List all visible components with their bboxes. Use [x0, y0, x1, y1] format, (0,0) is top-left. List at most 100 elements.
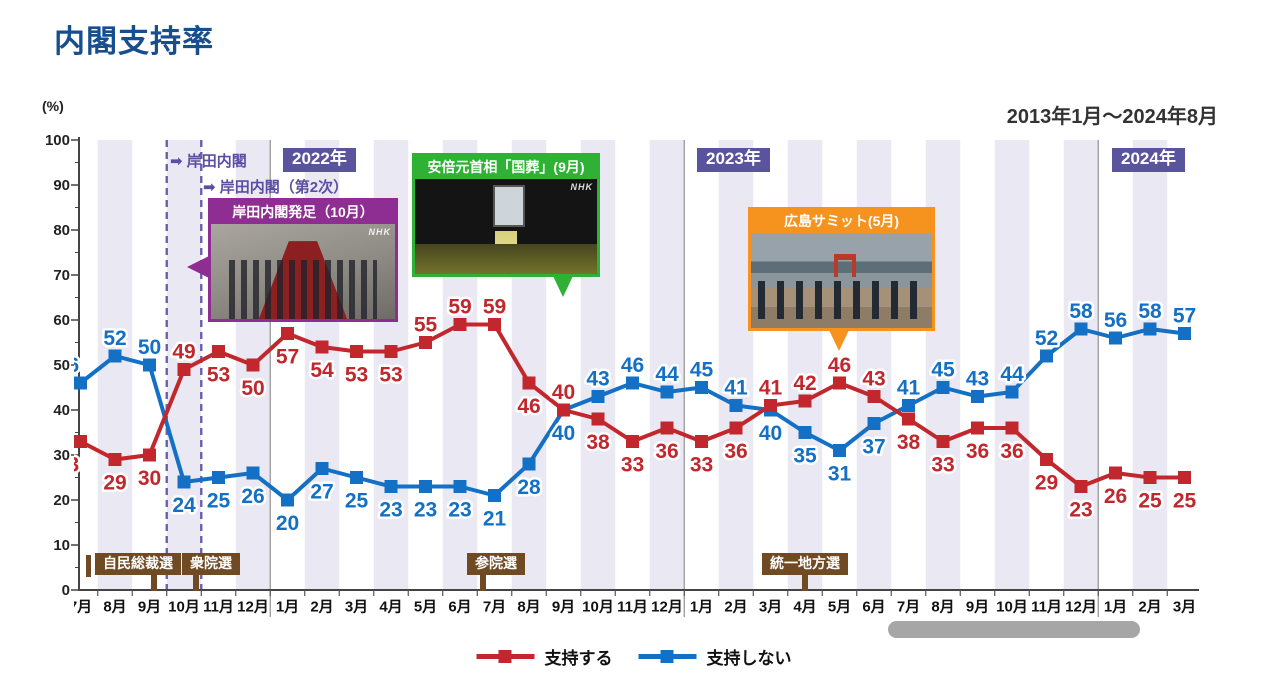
svg-text:20: 20 [53, 492, 70, 509]
svg-text:53: 53 [345, 364, 368, 387]
nhk-watermark: NHK [368, 227, 391, 237]
svg-text:30: 30 [138, 467, 161, 490]
svg-text:11月: 11月 [203, 598, 234, 615]
kishida-cabinet-note: ➡ 岸田内閣 [170, 153, 247, 170]
svg-text:41: 41 [897, 377, 921, 400]
approve-marker-icon [498, 650, 512, 663]
svg-text:6月: 6月 [862, 598, 885, 615]
svg-text:0: 0 [62, 582, 70, 599]
svg-text:100: 100 [45, 132, 70, 149]
horizontal-scrollbar-thumb[interactable] [888, 621, 1140, 638]
torii-gate-art [834, 253, 856, 277]
svg-text:38: 38 [897, 431, 921, 454]
svg-text:9月: 9月 [966, 598, 989, 615]
svg-text:33: 33 [690, 454, 713, 477]
svg-text:9月: 9月 [552, 598, 575, 615]
disapprove-marker-icon [660, 650, 674, 663]
svg-text:45: 45 [690, 359, 714, 382]
svg-text:54: 54 [310, 359, 334, 382]
svg-text:46: 46 [56, 354, 79, 377]
svg-text:9月: 9月 [138, 598, 161, 615]
summit-photo-title: 広島サミット(5月) [751, 210, 932, 233]
svg-text:56: 56 [1104, 309, 1127, 332]
svg-text:8月: 8月 [931, 598, 954, 615]
svg-text:12月: 12月 [237, 598, 269, 615]
chart-legend: 支持する 支持しない [476, 644, 792, 669]
svg-text:36: 36 [655, 440, 678, 463]
svg-text:2月: 2月 [724, 598, 747, 615]
svg-text:25: 25 [207, 490, 231, 513]
funeral-photo-title: 安倍元首相「国葬」(9月) [415, 156, 597, 179]
nhk-watermark: NHK [570, 182, 593, 192]
svg-text:35: 35 [793, 445, 817, 468]
svg-text:25: 25 [345, 490, 369, 513]
svg-text:11月: 11月 [617, 598, 648, 615]
abe-funeral-photo: NHK [415, 179, 597, 274]
svg-text:60: 60 [53, 312, 70, 329]
svg-text:46: 46 [828, 354, 851, 377]
event-sign-ldp-leadership: 自民総裁選 [95, 553, 181, 575]
hiroshima-summit-photo-callout: 広島サミット(5月) [748, 207, 935, 351]
svg-text:29: 29 [1035, 472, 1058, 495]
legend-item-disapprove: 支持しない [638, 644, 792, 669]
callout-arrow-down-icon [829, 330, 849, 351]
svg-text:5月: 5月 [414, 598, 437, 615]
svg-text:90: 90 [53, 177, 70, 194]
svg-text:2月: 2月 [310, 598, 333, 615]
svg-text:41: 41 [724, 377, 748, 400]
hiroshima-summit-photo [751, 233, 932, 328]
legend-approve-label: 支持する [544, 649, 613, 668]
kishida-cabinet-photo: NHK [211, 224, 395, 319]
svg-text:43: 43 [586, 368, 609, 391]
svg-text:3月: 3月 [1173, 598, 1196, 615]
svg-text:29: 29 [103, 472, 126, 495]
approve-line-swatch [476, 650, 535, 663]
svg-text:37: 37 [862, 436, 885, 459]
svg-text:46: 46 [517, 395, 540, 418]
svg-text:3月: 3月 [345, 598, 368, 615]
svg-text:20: 20 [276, 512, 299, 535]
date-range-label: 2013年1月～2024年8月 [1006, 106, 1218, 128]
svg-text:52: 52 [103, 327, 126, 350]
svg-text:33: 33 [621, 454, 644, 477]
event-sign-stem [151, 575, 157, 591]
page-title: 内閣支持率 [54, 24, 214, 59]
svg-text:24: 24 [172, 494, 196, 517]
svg-text:7月: 7月 [897, 598, 920, 615]
svg-text:10: 10 [53, 537, 70, 554]
svg-text:23: 23 [448, 499, 471, 522]
svg-text:41: 41 [759, 377, 783, 400]
svg-text:7月: 7月 [483, 598, 506, 615]
svg-text:38: 38 [586, 431, 610, 454]
g7-leaders-art [758, 280, 925, 319]
svg-text:53: 53 [379, 364, 402, 387]
svg-text:25: 25 [1138, 490, 1162, 513]
svg-text:12月: 12月 [651, 598, 683, 615]
event-sign-stem [802, 575, 808, 591]
kishida-photo-title: 岸田内閣発足（10月） [211, 201, 395, 224]
svg-text:36: 36 [724, 440, 747, 463]
clipped-event-sign-stem [86, 555, 91, 577]
svg-text:44: 44 [1000, 363, 1024, 386]
event-sign-upper-house: 参院選 [467, 553, 525, 575]
svg-text:10月: 10月 [168, 598, 200, 615]
svg-text:44: 44 [655, 363, 679, 386]
svg-text:26: 26 [1104, 485, 1127, 508]
svg-text:23: 23 [379, 499, 402, 522]
kishida-cabinet-photo-callout: 岸田内閣発足（10月） NHK [187, 198, 398, 322]
svg-text:59: 59 [483, 296, 506, 319]
svg-text:12月: 12月 [1065, 598, 1097, 615]
svg-text:8月: 8月 [103, 598, 126, 615]
event-sign-local-elections: 統一地方選 [762, 553, 848, 575]
svg-text:33: 33 [931, 454, 954, 477]
svg-text:36: 36 [966, 440, 989, 463]
svg-text:40: 40 [759, 422, 782, 445]
event-sign-stem [480, 575, 486, 591]
svg-text:11月: 11月 [1031, 598, 1062, 615]
svg-text:1月: 1月 [276, 598, 299, 615]
svg-text:4月: 4月 [379, 598, 402, 615]
svg-text:58: 58 [1138, 300, 1162, 323]
year-badge-2024: 2024年 [1112, 148, 1185, 172]
svg-text:36: 36 [1000, 440, 1023, 463]
